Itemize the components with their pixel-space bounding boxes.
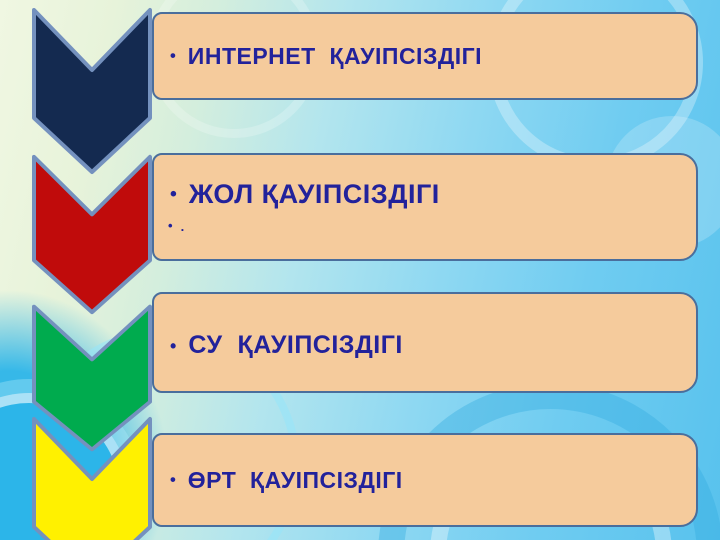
bullet-dot: •: [168, 217, 173, 233]
bullet-dot: •: [170, 183, 177, 206]
list-item-road-safety: • ЖОЛ ҚАУІПСІЗДІГІ • .: [152, 153, 698, 261]
list-item-internet-safety: • ИНТЕРНЕТ ҚАУІПСІЗДІГІ: [152, 12, 698, 100]
list-item-fire-safety: • ӨРТ ҚАУІПСІЗДІГІ: [152, 433, 698, 527]
bullet-dot: •: [170, 335, 177, 356]
chevron-down-icon: [32, 8, 152, 174]
list-item-water-safety: • СУ ҚАУІПСІЗДІГІ: [152, 292, 698, 393]
list-item-note: .: [180, 218, 185, 234]
list-item-label: ӨРТ ҚАУІПСІЗДІГІ: [187, 466, 403, 493]
list-item-label: СУ ҚАУІПСІЗДІГІ: [188, 331, 403, 360]
list-item-label: ИНТЕРНЕТ ҚАУІПСІЗДІГІ: [187, 42, 483, 69]
bullet-dot: •: [170, 45, 176, 65]
chevron-down-icon: [32, 154, 152, 315]
list-item-label: ЖОЛ ҚАУІПСІЗДІГІ: [188, 179, 440, 210]
chevron-down-icon: [32, 304, 152, 452]
bullet-dot: •: [170, 469, 176, 489]
